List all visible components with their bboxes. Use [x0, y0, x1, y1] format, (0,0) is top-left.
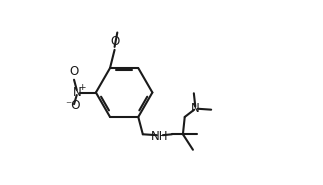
Text: NH: NH: [151, 130, 169, 143]
Text: N: N: [73, 86, 82, 99]
Text: +: +: [78, 83, 86, 92]
Text: N: N: [191, 102, 200, 115]
Text: ⁻O: ⁻O: [65, 99, 81, 112]
Text: O: O: [110, 35, 119, 48]
Text: O: O: [69, 65, 79, 78]
